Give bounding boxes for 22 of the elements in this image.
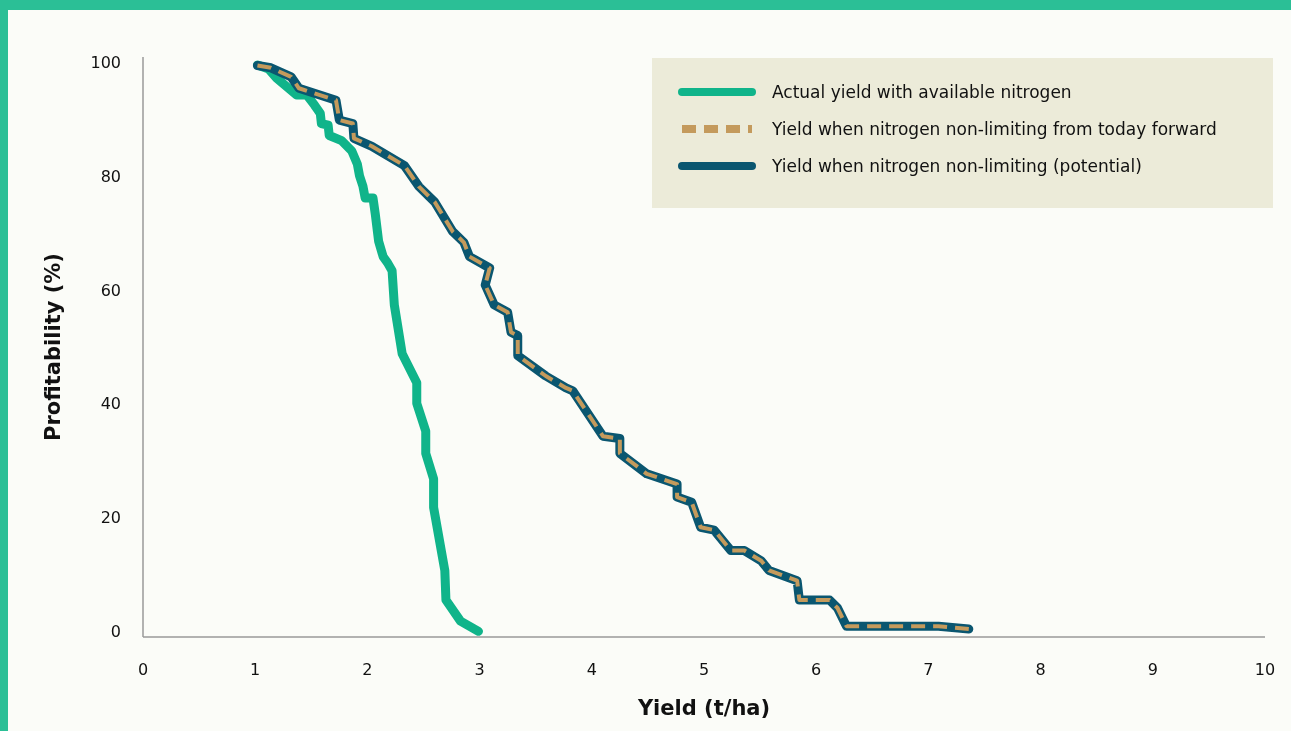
y-tick-label: 40 bbox=[100, 394, 121, 414]
x-tick-label: 2 bbox=[362, 660, 373, 679]
x-tick-label: 8 bbox=[1035, 660, 1046, 679]
x-tick-label: 7 bbox=[923, 660, 934, 679]
y-axis-title: Profitability (%) bbox=[41, 253, 65, 441]
x-tick-label: 5 bbox=[698, 660, 710, 679]
legend-label: Actual yield with available nitrogen bbox=[772, 81, 1072, 102]
y-tick-label: 60 bbox=[100, 280, 121, 300]
x-tick-label: 10 bbox=[1254, 660, 1276, 679]
y-tick-label: 100 bbox=[90, 53, 121, 73]
x-tick-label: 1 bbox=[250, 660, 261, 679]
x-tick-label: 3 bbox=[474, 660, 485, 679]
x-tick-label: 9 bbox=[1147, 660, 1158, 679]
legend-label: Yield when nitrogen non-limiting (potential) bbox=[771, 155, 1142, 176]
legend-label: Yield when nitrogen non-limiting from today forward bbox=[771, 118, 1217, 139]
y-tick-label: 20 bbox=[100, 508, 121, 528]
x-tick-label: 4 bbox=[586, 660, 597, 679]
y-tick-label: 0 bbox=[110, 621, 121, 641]
y-tick-label: 80 bbox=[100, 167, 121, 187]
x-tick-label: 6 bbox=[811, 660, 822, 679]
x-axis-title: Yield (t/ha) bbox=[636, 696, 771, 720]
x-tick-label: 0 bbox=[137, 660, 149, 679]
